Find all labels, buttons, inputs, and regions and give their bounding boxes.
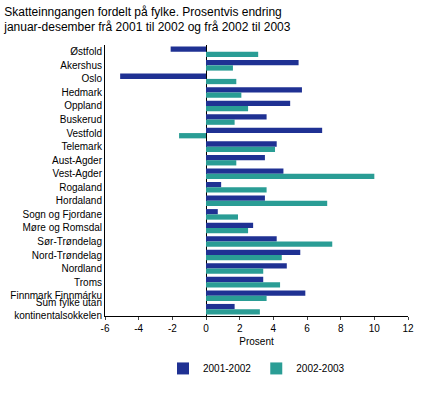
svg-text:Sum fylke utankontinentalsokke: Sum fylke utankontinentalsokkelen <box>14 297 102 321</box>
svg-text:8: 8 <box>338 323 344 334</box>
svg-text:Østfold: Østfold <box>70 46 102 57</box>
svg-text:Oslo: Oslo <box>81 73 102 84</box>
svg-text:Sogn og Fjordane: Sogn og Fjordane <box>22 209 102 220</box>
svg-text:Hordaland: Hordaland <box>56 195 102 206</box>
svg-text:Aust-Agder: Aust-Agder <box>52 155 103 166</box>
svg-text:Vest-Agder: Vest-Agder <box>53 168 103 179</box>
svg-text:Skatteinngangen fordelt på fyl: Skatteinngangen fordelt på fylke. Prosen… <box>3 5 291 35</box>
svg-text:-6: -6 <box>101 323 110 334</box>
svg-text:Troms: Troms <box>74 277 102 288</box>
svg-text:Vestfold: Vestfold <box>66 128 102 139</box>
svg-text:2: 2 <box>237 323 243 334</box>
svg-text:Akershus: Akershus <box>60 60 102 71</box>
svg-text:Finnmark Finnmárku: Finnmark Finnmárku <box>10 290 102 301</box>
svg-text:0: 0 <box>203 323 209 334</box>
svg-text:4: 4 <box>271 323 277 334</box>
svg-text:Sør-Trøndelag: Sør-Trøndelag <box>37 236 102 247</box>
svg-text:12: 12 <box>402 323 414 334</box>
svg-text:Nordland: Nordland <box>61 263 102 274</box>
svg-text:Møre og Romsdal: Møre og Romsdal <box>23 222 102 233</box>
svg-text:-2: -2 <box>168 323 177 334</box>
svg-text:2002-2003: 2002-2003 <box>296 363 344 374</box>
svg-text:Hedmark: Hedmark <box>61 87 103 98</box>
svg-text:Telemark: Telemark <box>61 141 103 152</box>
svg-text:Nord-Trøndelag: Nord-Trøndelag <box>32 250 102 261</box>
svg-text:Oppland: Oppland <box>64 100 102 111</box>
svg-text:10: 10 <box>369 323 381 334</box>
svg-text:Buskerud: Buskerud <box>60 114 102 125</box>
svg-text:Rogaland: Rogaland <box>59 182 102 193</box>
svg-text:6: 6 <box>304 323 310 334</box>
svg-text:2001-2002: 2001-2002 <box>203 363 251 374</box>
svg-text:-4: -4 <box>134 323 143 334</box>
svg-text:Prosent: Prosent <box>239 336 274 347</box>
